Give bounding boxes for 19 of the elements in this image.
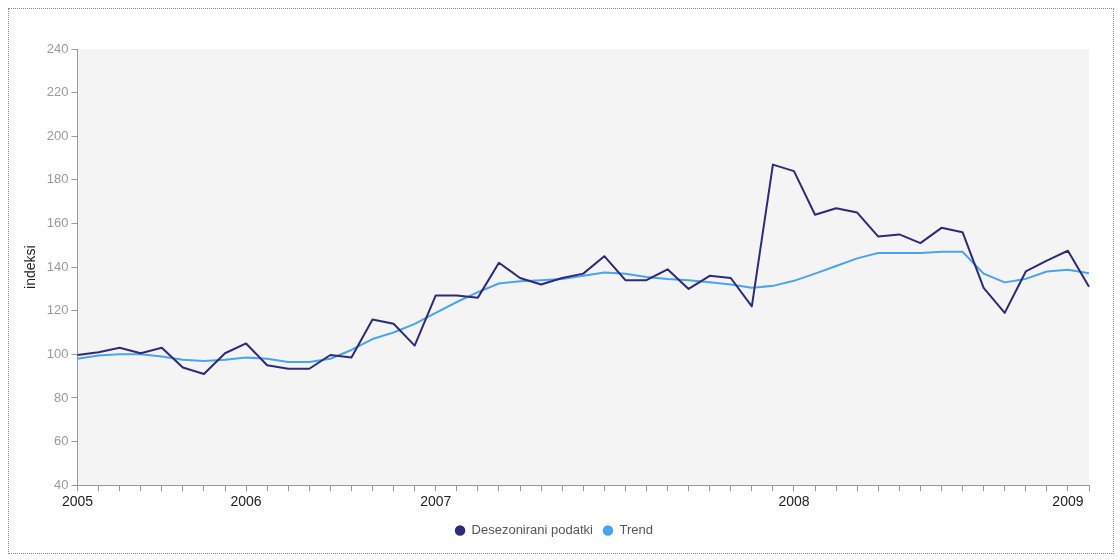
x-tick-label: 2007 (420, 493, 452, 510)
y-axis-title: indeksi (22, 245, 39, 289)
y-tick-label: 220 (46, 84, 69, 100)
legend-label: Desezonirani podatki (471, 522, 594, 538)
x-tick-label: 2009 (1052, 493, 1084, 510)
x-tick-label: 2008 (778, 493, 810, 510)
y-tick-label: 100 (46, 345, 69, 361)
y-tick-label: 160 (46, 215, 69, 231)
legend-label: Trend (619, 522, 653, 538)
y-tick-label: 180 (46, 171, 69, 187)
y-tick-label: 240 (46, 40, 69, 56)
y-tick-label: 140 (46, 258, 69, 274)
x-tick-label: 2006 (230, 493, 262, 510)
y-tick-label: 80 (54, 389, 69, 405)
x-tick-label: 2005 (61, 493, 94, 510)
y-tick-label: 120 (46, 302, 69, 318)
y-tick-label: 60 (54, 433, 69, 449)
y-tick-label: 40 (54, 476, 69, 492)
y-tick-label: 200 (46, 127, 69, 143)
